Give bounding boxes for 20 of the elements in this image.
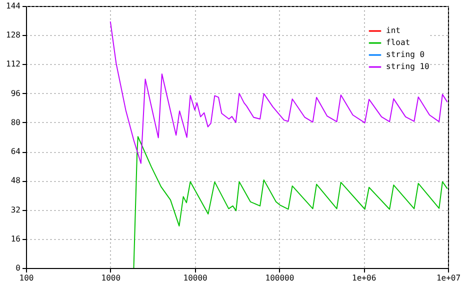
y-tick-label: 112 (6, 60, 21, 69)
x-tick-label: 1e+06 (352, 274, 376, 282)
legend-label: float (386, 38, 410, 47)
y-tick-label: 128 (6, 30, 21, 40)
y-tick-label: 0 (16, 264, 21, 272)
y-tick-label: 80 (10, 118, 21, 127)
y-tick-label: 64 (10, 147, 21, 156)
x-tick-label: 10000 (183, 274, 208, 282)
legend-label: int (386, 26, 401, 35)
legend-label: string 10 (386, 62, 430, 71)
y-tick-label: 144 (6, 2, 21, 10)
y-tick-label: 96 (10, 88, 21, 98)
y-tick-label: 48 (10, 176, 21, 186)
x-tick-label: 1000 (101, 274, 121, 282)
y-tick-label: 16 (10, 234, 21, 244)
x-tick-label: 100 (19, 274, 34, 282)
y-tick-label: 32 (10, 205, 21, 214)
x-tick-label: 100000 (265, 274, 294, 282)
legend-label: string 0 (386, 50, 425, 59)
x-tick-label: 1e+07 (436, 274, 461, 282)
